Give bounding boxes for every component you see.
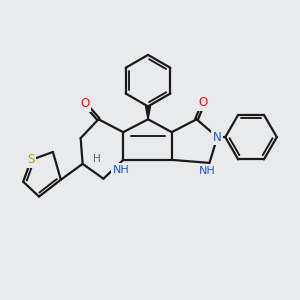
Text: H: H (93, 154, 101, 164)
Text: N: N (213, 130, 222, 144)
Text: O: O (80, 97, 89, 110)
Text: S: S (27, 153, 35, 167)
Polygon shape (146, 106, 151, 119)
Text: O: O (199, 96, 208, 109)
Text: NH: NH (199, 166, 216, 176)
Text: NH: NH (113, 165, 130, 175)
